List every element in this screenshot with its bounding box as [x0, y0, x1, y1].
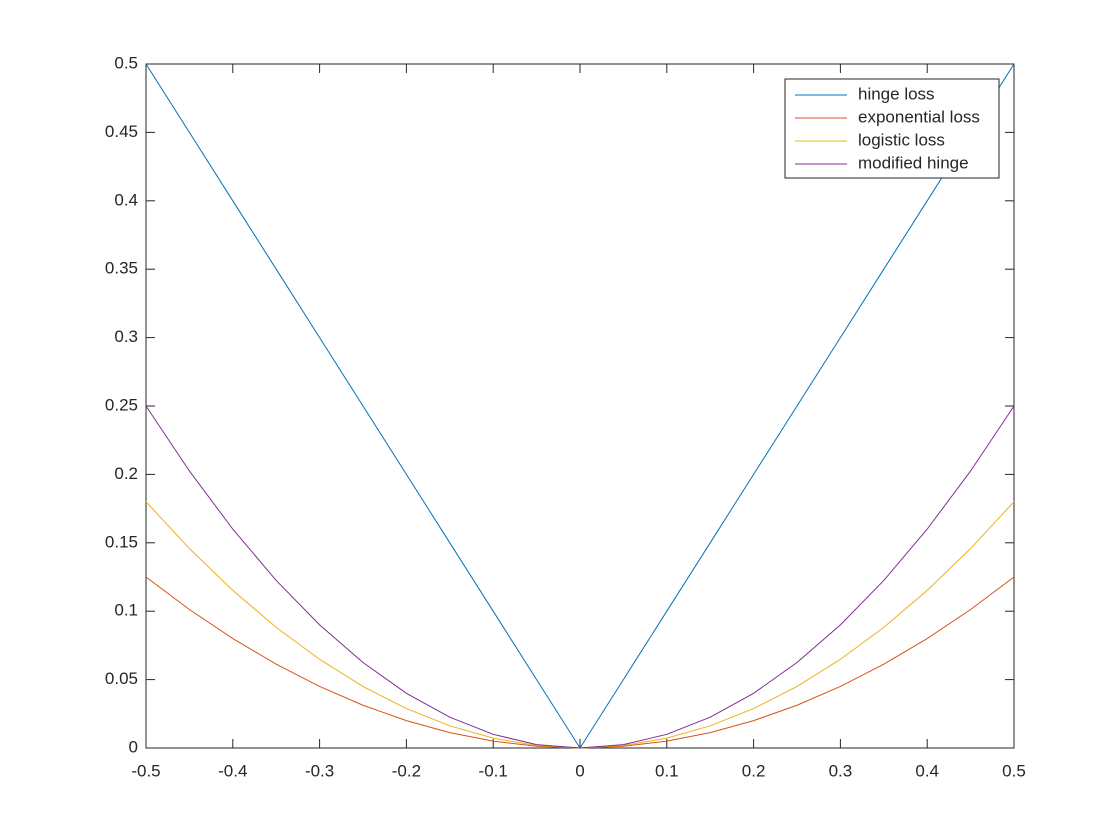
x-tick-label: 0	[575, 761, 584, 780]
x-tick-label: -0.3	[305, 761, 334, 780]
y-tick-label: 0.15	[105, 532, 138, 551]
x-tick-label: -0.5	[131, 761, 160, 780]
y-tick-label: 0.5	[114, 53, 138, 72]
x-tick-label: -0.1	[479, 761, 508, 780]
x-tick-label: 0.1	[655, 761, 679, 780]
y-tick-label: 0.25	[105, 395, 138, 414]
x-tick-label: 0.4	[915, 761, 939, 780]
legend-label: logistic loss	[858, 130, 945, 149]
x-tick-label: -0.2	[392, 761, 421, 780]
x-tick-label: 0.2	[742, 761, 766, 780]
legend-label: modified hinge	[858, 153, 969, 172]
y-tick-label: 0.1	[114, 601, 138, 620]
x-tick-label: 0.5	[1002, 761, 1026, 780]
y-tick-label: 0.35	[105, 259, 138, 278]
y-tick-label: 0.45	[105, 122, 138, 141]
y-tick-label: 0.05	[105, 669, 138, 688]
legend-label: exponential loss	[858, 107, 980, 126]
y-tick-label: 0.3	[114, 327, 138, 346]
y-tick-label: 0	[129, 737, 138, 756]
y-tick-label: 0.4	[114, 190, 138, 209]
legend-label: hinge loss	[858, 84, 935, 103]
x-tick-label: 0.3	[829, 761, 853, 780]
y-tick-label: 0.2	[114, 464, 138, 483]
series-line	[145, 405, 1015, 749]
x-tick-label: -0.4	[218, 761, 247, 780]
